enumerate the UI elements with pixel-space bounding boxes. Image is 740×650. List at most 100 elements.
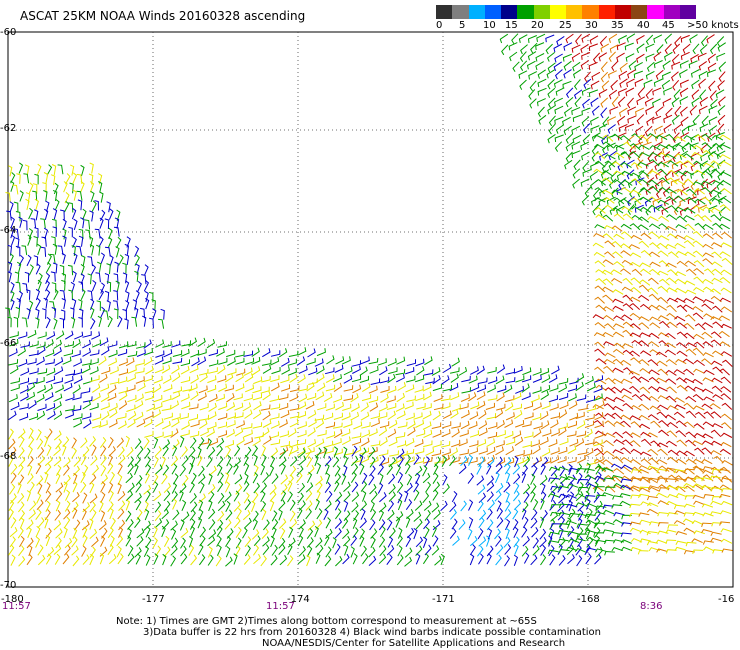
wind-barb (117, 553, 124, 565)
wind-barb (37, 544, 44, 556)
wind-barb (703, 396, 715, 402)
wind-barb (332, 537, 337, 549)
wind-barb (315, 447, 322, 459)
wind-barb (360, 356, 370, 365)
wind-barb (701, 303, 713, 311)
wind-barb (566, 430, 577, 437)
wind-barb (414, 385, 424, 393)
wind-barb (469, 411, 479, 420)
wind-barb (529, 80, 537, 92)
wind-barb (664, 349, 676, 356)
wind-barb (476, 463, 482, 475)
wind-barb (368, 428, 378, 437)
wind-barb (550, 490, 556, 502)
wind-barb (344, 500, 349, 512)
wind-barb (620, 456, 632, 463)
wind-barb (584, 474, 597, 481)
wind-barb (289, 373, 298, 383)
wind-barb (592, 314, 604, 320)
wind-barb (550, 419, 559, 429)
wind-barb (107, 462, 114, 474)
wind-barb (422, 456, 433, 464)
wind-barb (720, 538, 733, 544)
wind-barb (370, 440, 381, 447)
wind-barb (45, 316, 51, 329)
wind-barb (581, 33, 591, 43)
wind-barb (89, 553, 95, 566)
wind-barb (226, 349, 236, 358)
wind-barb (604, 432, 616, 438)
wind-barb (600, 97, 609, 108)
wind-barb (664, 170, 673, 181)
wind-barb (458, 463, 467, 474)
wind-barb (325, 374, 335, 383)
wind-barb (582, 160, 590, 172)
wind-barb (622, 402, 634, 410)
wind-barb (434, 555, 442, 566)
wind-barb (251, 500, 256, 512)
wind-barb (503, 384, 513, 394)
wind-barb (395, 369, 406, 376)
wind-barb (104, 290, 110, 302)
wind-barb (146, 403, 156, 412)
wind-barb (548, 115, 556, 127)
wind-barb (550, 412, 560, 420)
wind-barb (700, 168, 709, 179)
wind-barb (567, 420, 578, 429)
wind-barb (627, 178, 637, 188)
wind-barb (387, 410, 396, 420)
wind-barb (710, 411, 722, 419)
wind-barb (581, 116, 590, 127)
wind-barb (680, 116, 689, 127)
wind-barb (692, 296, 704, 302)
wind-barb (143, 437, 150, 449)
wind-barb (135, 367, 145, 374)
wind-barb (88, 236, 94, 248)
wind-barb (458, 519, 466, 530)
wind-barb (271, 518, 279, 530)
wind-barb (674, 271, 687, 277)
wind-barb (415, 419, 425, 428)
wind-barb (657, 205, 669, 213)
wind-barb (657, 448, 668, 456)
wind-barb (83, 419, 92, 429)
wind-barb (521, 526, 528, 538)
wind-barb (478, 517, 485, 529)
wind-barb (28, 300, 34, 312)
wind-barb (691, 440, 703, 446)
wind-barb (532, 537, 539, 549)
wind-barb (469, 544, 476, 556)
wind-barb (87, 256, 93, 267)
wind-barb (442, 421, 452, 429)
wind-barb (143, 339, 152, 349)
wind-barb (648, 196, 660, 203)
wind-barb (197, 356, 207, 366)
wind-barb (279, 430, 289, 438)
wind-barb (717, 114, 726, 126)
wind-barb (657, 442, 669, 448)
wind-barb (107, 393, 117, 401)
wind-barb (53, 445, 61, 456)
wind-barb (477, 377, 488, 384)
wind-barb (145, 536, 152, 548)
wind-barb (171, 463, 178, 475)
wind-speed-colorbar (436, 5, 696, 19)
wind-barb (720, 351, 733, 357)
wind-barb (207, 484, 216, 495)
wind-barb (152, 481, 159, 493)
lat-label-66: -66 (0, 338, 17, 349)
wind-barb (21, 245, 28, 256)
wind-barb (270, 382, 280, 392)
wind-barb (496, 544, 504, 555)
wind-barb (423, 440, 433, 448)
wind-barb (315, 475, 323, 486)
wind-barb (612, 405, 624, 412)
wind-barb (515, 385, 525, 394)
wind-barb (558, 512, 570, 517)
wind-barb (613, 439, 625, 445)
wind-barb (89, 358, 99, 366)
wind-barb (341, 473, 347, 485)
wind-barb (53, 393, 63, 403)
wind-barb (672, 43, 681, 54)
wind-barb (188, 462, 194, 475)
